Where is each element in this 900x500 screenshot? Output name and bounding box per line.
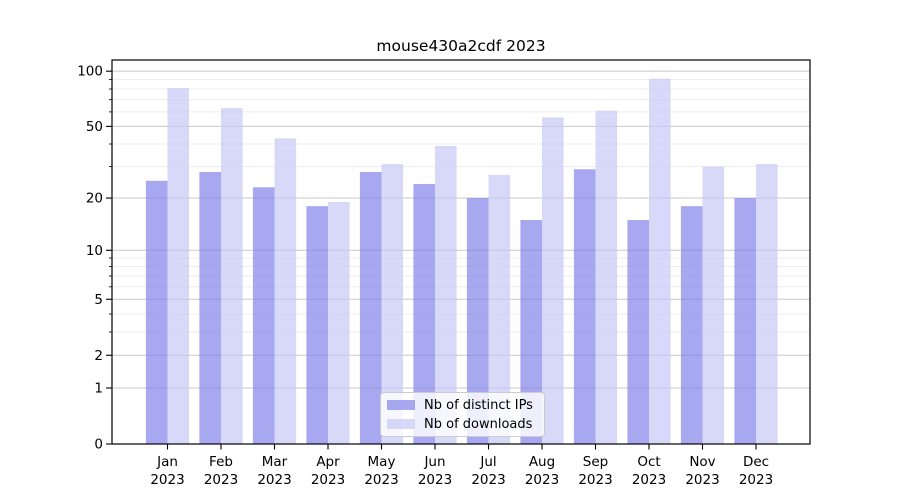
legend: Nb of distinct IPs Nb of downloads bbox=[380, 392, 545, 437]
bar-downloads-may bbox=[381, 164, 404, 444]
bar-ips-nov bbox=[680, 206, 703, 444]
bar-ips-mar bbox=[252, 187, 275, 444]
bar-ips-may bbox=[359, 171, 382, 444]
bar-ips-jul bbox=[466, 198, 489, 444]
chart-title: mouse430a2cdf 2023 bbox=[376, 37, 546, 55]
x-tick-label-month: Jan bbox=[156, 454, 178, 470]
bar-downloads-apr bbox=[328, 202, 350, 444]
legend-item-distinct-ips: Nb of distinct IPs bbox=[387, 396, 538, 414]
x-tick-label-month: Mar bbox=[262, 454, 288, 470]
legend-label-downloads: Nb of downloads bbox=[424, 416, 533, 432]
bar-downloads-aug bbox=[542, 117, 564, 445]
bar-ips-jun bbox=[413, 183, 435, 444]
y-tick-label: 10 bbox=[86, 243, 103, 259]
bar-downloads-jan bbox=[167, 88, 190, 444]
y-tick-label: 0 bbox=[94, 437, 103, 453]
bar-downloads-jun bbox=[435, 146, 457, 444]
x-tick-label-month: Feb bbox=[209, 454, 233, 470]
plot-border bbox=[111, 59, 811, 445]
y-tick-label: 20 bbox=[86, 191, 103, 207]
x-tick-label-year: 2023 bbox=[257, 472, 291, 488]
legend-swatch-downloads bbox=[387, 419, 415, 429]
y-tick-label: 50 bbox=[86, 119, 103, 135]
x-tick-label-year: 2023 bbox=[525, 472, 559, 488]
x-tick-label-month: Jun bbox=[423, 454, 445, 470]
x-tick-label-year: 2023 bbox=[578, 472, 612, 488]
x-tick-label-year: 2023 bbox=[739, 472, 773, 488]
x-tick-label-month: Sep bbox=[583, 454, 608, 470]
bar-ips-dec bbox=[734, 198, 756, 444]
x-tick-label-month: Dec bbox=[743, 454, 769, 470]
x-tick-label-month: May bbox=[368, 454, 396, 470]
y-tick-label: 2 bbox=[94, 348, 103, 364]
x-tick-label-year: 2023 bbox=[632, 472, 666, 488]
bar-downloads-nov bbox=[702, 166, 725, 444]
x-tick-label-year: 2023 bbox=[311, 472, 345, 488]
legend-item-downloads: Nb of downloads bbox=[387, 415, 538, 433]
bar-downloads-sep bbox=[595, 110, 618, 444]
x-tick-label-month: Jul bbox=[479, 454, 496, 470]
legend-label-distinct-ips: Nb of distinct IPs bbox=[424, 397, 533, 413]
x-tick-label-year: 2023 bbox=[364, 472, 398, 488]
bar-downloads-oct bbox=[649, 78, 671, 445]
legend-swatch-distinct-ips bbox=[387, 400, 415, 410]
bar-downloads-dec bbox=[756, 164, 778, 444]
bar-ips-oct bbox=[627, 220, 649, 444]
x-tick-label-year: 2023 bbox=[471, 472, 505, 488]
x-tick-label-month: Aug bbox=[529, 454, 555, 470]
bar-ips-jan bbox=[145, 180, 168, 444]
bar-downloads-jul bbox=[488, 174, 511, 444]
bar-ips-feb bbox=[199, 171, 221, 444]
x-tick-label-year: 2023 bbox=[685, 472, 719, 488]
bar-ips-sep bbox=[573, 169, 596, 444]
x-tick-label-month: Nov bbox=[689, 454, 715, 470]
bar-downloads-mar bbox=[274, 138, 297, 444]
y-tick-label: 5 bbox=[94, 292, 103, 308]
x-tick-label-year: 2023 bbox=[418, 472, 452, 488]
x-tick-label-month: Oct bbox=[637, 454, 660, 470]
y-tick-label: 100 bbox=[77, 64, 103, 80]
bar-ips-aug bbox=[520, 220, 542, 444]
bar-ips-apr bbox=[306, 206, 328, 444]
x-tick-label-month: Apr bbox=[316, 454, 340, 470]
x-tick-label-year: 2023 bbox=[204, 472, 238, 488]
y-tick-label: 1 bbox=[94, 381, 103, 397]
x-tick-label-year: 2023 bbox=[150, 472, 184, 488]
bar-downloads-feb bbox=[221, 108, 243, 444]
